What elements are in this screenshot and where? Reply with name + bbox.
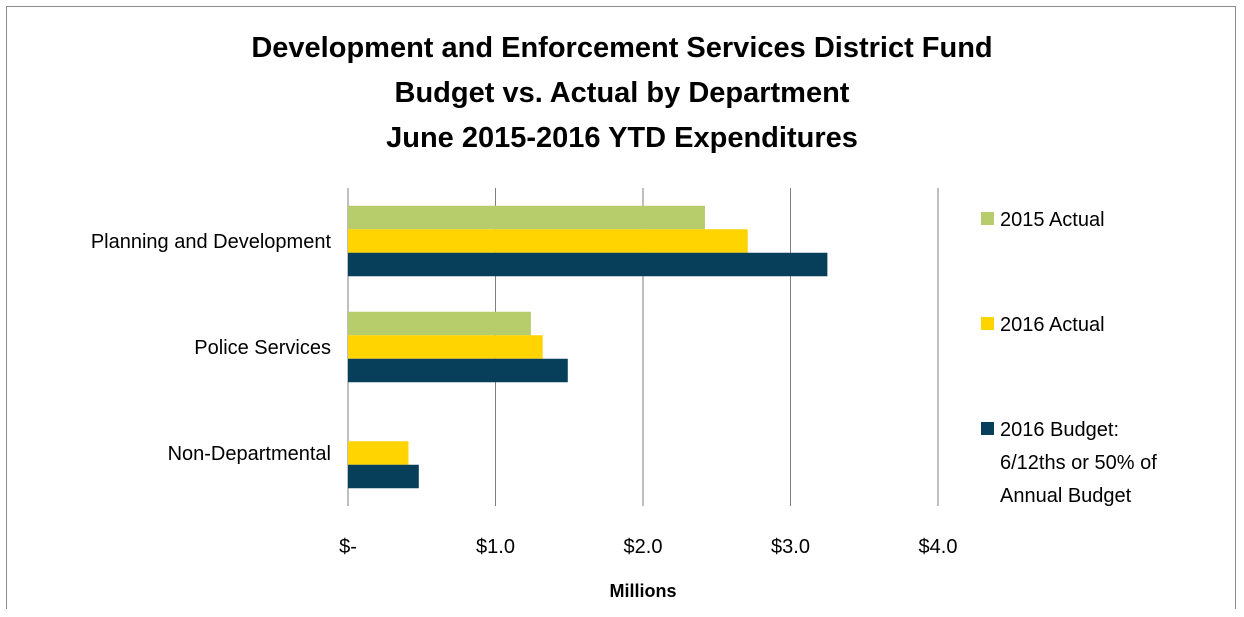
legend-swatch-2 — [981, 422, 994, 435]
x-axis-title: Millions — [610, 581, 677, 601]
legend-swatch-1 — [981, 317, 994, 330]
title-line-2: Budget vs. Actual by Department — [394, 77, 850, 109]
bar-0-1 — [348, 229, 748, 253]
legend-label: 6/12ths or 50% of — [1000, 452, 1157, 474]
bar-0-0 — [348, 205, 705, 230]
bars — [348, 205, 828, 489]
category-label: Police Services — [194, 337, 331, 359]
chart-title: Development and Enforcement Services Dis… — [0, 26, 1244, 161]
x-tick-label: $- — [339, 536, 357, 558]
bar-2-2 — [348, 464, 419, 489]
bar-0-2 — [348, 252, 828, 277]
category-label: Non-Departmental — [168, 443, 331, 465]
title-line-3: June 2015-2016 YTD Expenditures — [386, 122, 858, 154]
bar-1-1 — [348, 335, 543, 359]
x-tick-labels: $- $1.0 $2.0 $3.0 $4.0 — [339, 536, 957, 558]
category-labels: Planning and Development Police Services N… — [91, 231, 332, 465]
chart-frame — [6, 6, 1236, 609]
x-tick-label: $3.0 — [771, 536, 810, 558]
legend-swatch-0 — [981, 212, 994, 225]
legend-label: Annual Budget — [1000, 485, 1132, 507]
x-tick-label: $1.0 — [476, 536, 515, 558]
bar-2-1 — [348, 441, 409, 465]
legend-label: 2015 Actual — [1000, 209, 1105, 231]
title-line-1: Development and Enforcement Services Dis… — [251, 32, 993, 64]
bar-1-2 — [348, 358, 568, 383]
legend-label: 2016 Actual — [1000, 314, 1105, 336]
x-tick-label: $4.0 — [919, 536, 958, 558]
category-label: Planning and Development — [91, 231, 332, 253]
bar-1-0 — [348, 311, 531, 336]
legend-label: 2016 Budget: — [1000, 419, 1119, 441]
x-tick-label: $2.0 — [624, 536, 663, 558]
legend: 2015 Actual 2016 Actual 2016 Budget: 6/12th… — [981, 209, 1157, 507]
